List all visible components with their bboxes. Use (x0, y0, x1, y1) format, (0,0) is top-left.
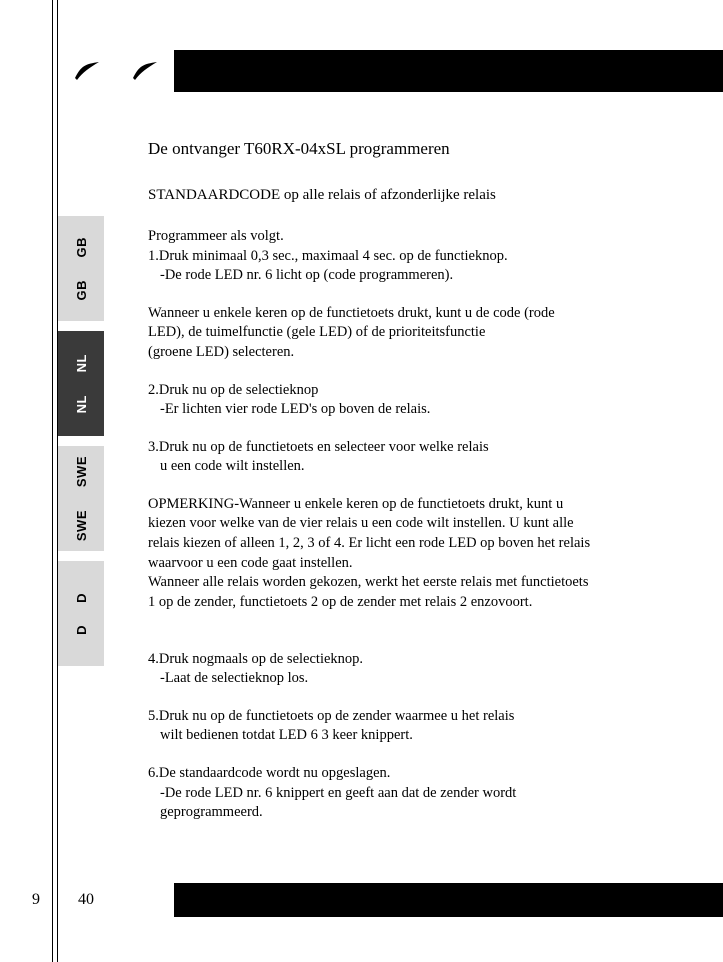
text-line: geprogrammeerd. (148, 803, 688, 823)
lang-tab-gb: GB GB (58, 216, 104, 321)
text-line: LED), de tuimelfunctie (gele LED) of de … (148, 323, 688, 343)
language-tabs: GB GB NL NL SWE SWE D D (58, 216, 104, 676)
text-line: 1.Druk minimaal 0,3 sec., maximaal 4 sec… (148, 247, 688, 267)
lang-label: SWE (74, 456, 89, 487)
text-line: (groene LED) selecteren. (148, 343, 688, 363)
lang-label: SWE (74, 510, 89, 541)
page-number-text: 40 (78, 891, 94, 909)
text-line: 6.De standaardcode wordt nu opgeslagen. (148, 764, 688, 784)
text-line: -De rode LED nr. 6 knippert en geeft aan… (148, 784, 688, 804)
step-2: 2.Druk nu op de selectieknop -Er lichten… (148, 381, 688, 420)
page-number-outer: 9 (0, 883, 50, 917)
lang-label: GB (74, 237, 89, 258)
page-number-text: 9 (32, 891, 40, 909)
step-4: 4.Druk nogmaals op de selectieknop. -Laa… (148, 650, 688, 689)
step-6: 6.De standaardcode wordt nu opgeslagen. … (148, 764, 688, 823)
text-line: kiezen voor welke van de vier relais u e… (148, 514, 688, 534)
lang-tab-d: D D (58, 561, 104, 666)
logo-swish-icon (131, 60, 159, 82)
header-band (58, 50, 723, 92)
text-line: u een code wilt instellen. (148, 457, 688, 477)
text-line: wilt bedienen totdat LED 6 3 keer knippe… (148, 726, 688, 746)
lang-tab-swe: SWE SWE (58, 446, 104, 551)
text-line: -Laat de selectieknop los. (148, 669, 688, 689)
lang-label: D (74, 625, 89, 635)
page-number-area: 40 (58, 883, 174, 917)
text-line: waarvoor u een code gaat instellen. (148, 554, 688, 574)
text-line: Wanneer alle relais worden gekozen, werk… (148, 573, 688, 593)
lang-label: GB (74, 280, 89, 301)
lang-label: NL (74, 354, 89, 372)
page-content: De ontvanger T60RX-04xSL programmeren ST… (148, 138, 688, 841)
page-subtitle: STANDAARDCODE op alle relais of afzonder… (148, 185, 688, 205)
step-5: 5.Druk nu op de functietoets op de zende… (148, 707, 688, 746)
footer-band: 40 (58, 883, 723, 917)
lang-label: D (74, 593, 89, 603)
note: OPMERKING-Wanneer u enkele keren op de f… (148, 495, 688, 612)
text-line: -De rode LED nr. 6 licht op (code progra… (148, 266, 688, 286)
footer-black-bar (174, 883, 723, 917)
paragraph: Wanneer u enkele keren op de functietoet… (148, 304, 688, 363)
page-title: De ontvanger T60RX-04xSL programmeren (148, 138, 688, 161)
text-line: OPMERKING-Wanneer u enkele keren op de f… (148, 495, 688, 515)
page-rule-outer (52, 0, 53, 962)
header-black-bar (174, 50, 723, 92)
text-line: 3.Druk nu op de functietoets en selectee… (148, 438, 688, 458)
text-line: Programmeer als volgt. (148, 227, 688, 247)
text-line: 1 op de zender, functietoets 2 op de zen… (148, 593, 688, 613)
logo-swish-icon (73, 60, 101, 82)
step-1: Programmeer als volgt. 1.Druk minimaal 0… (148, 227, 688, 286)
header-logo-area (58, 50, 174, 92)
text-line: 4.Druk nogmaals op de selectieknop. (148, 650, 688, 670)
lang-tab-nl: NL NL (58, 331, 104, 436)
text-line: -Er lichten vier rode LED's op boven de … (148, 400, 688, 420)
text-line: Wanneer u enkele keren op de functietoet… (148, 304, 688, 324)
text-line: 5.Druk nu op de functietoets op de zende… (148, 707, 688, 727)
step-3: 3.Druk nu op de functietoets en selectee… (148, 438, 688, 477)
text-line: relais kiezen of alleen 1, 2, 3 of 4. Er… (148, 534, 688, 554)
lang-label: NL (74, 395, 89, 413)
text-line: 2.Druk nu op de selectieknop (148, 381, 688, 401)
